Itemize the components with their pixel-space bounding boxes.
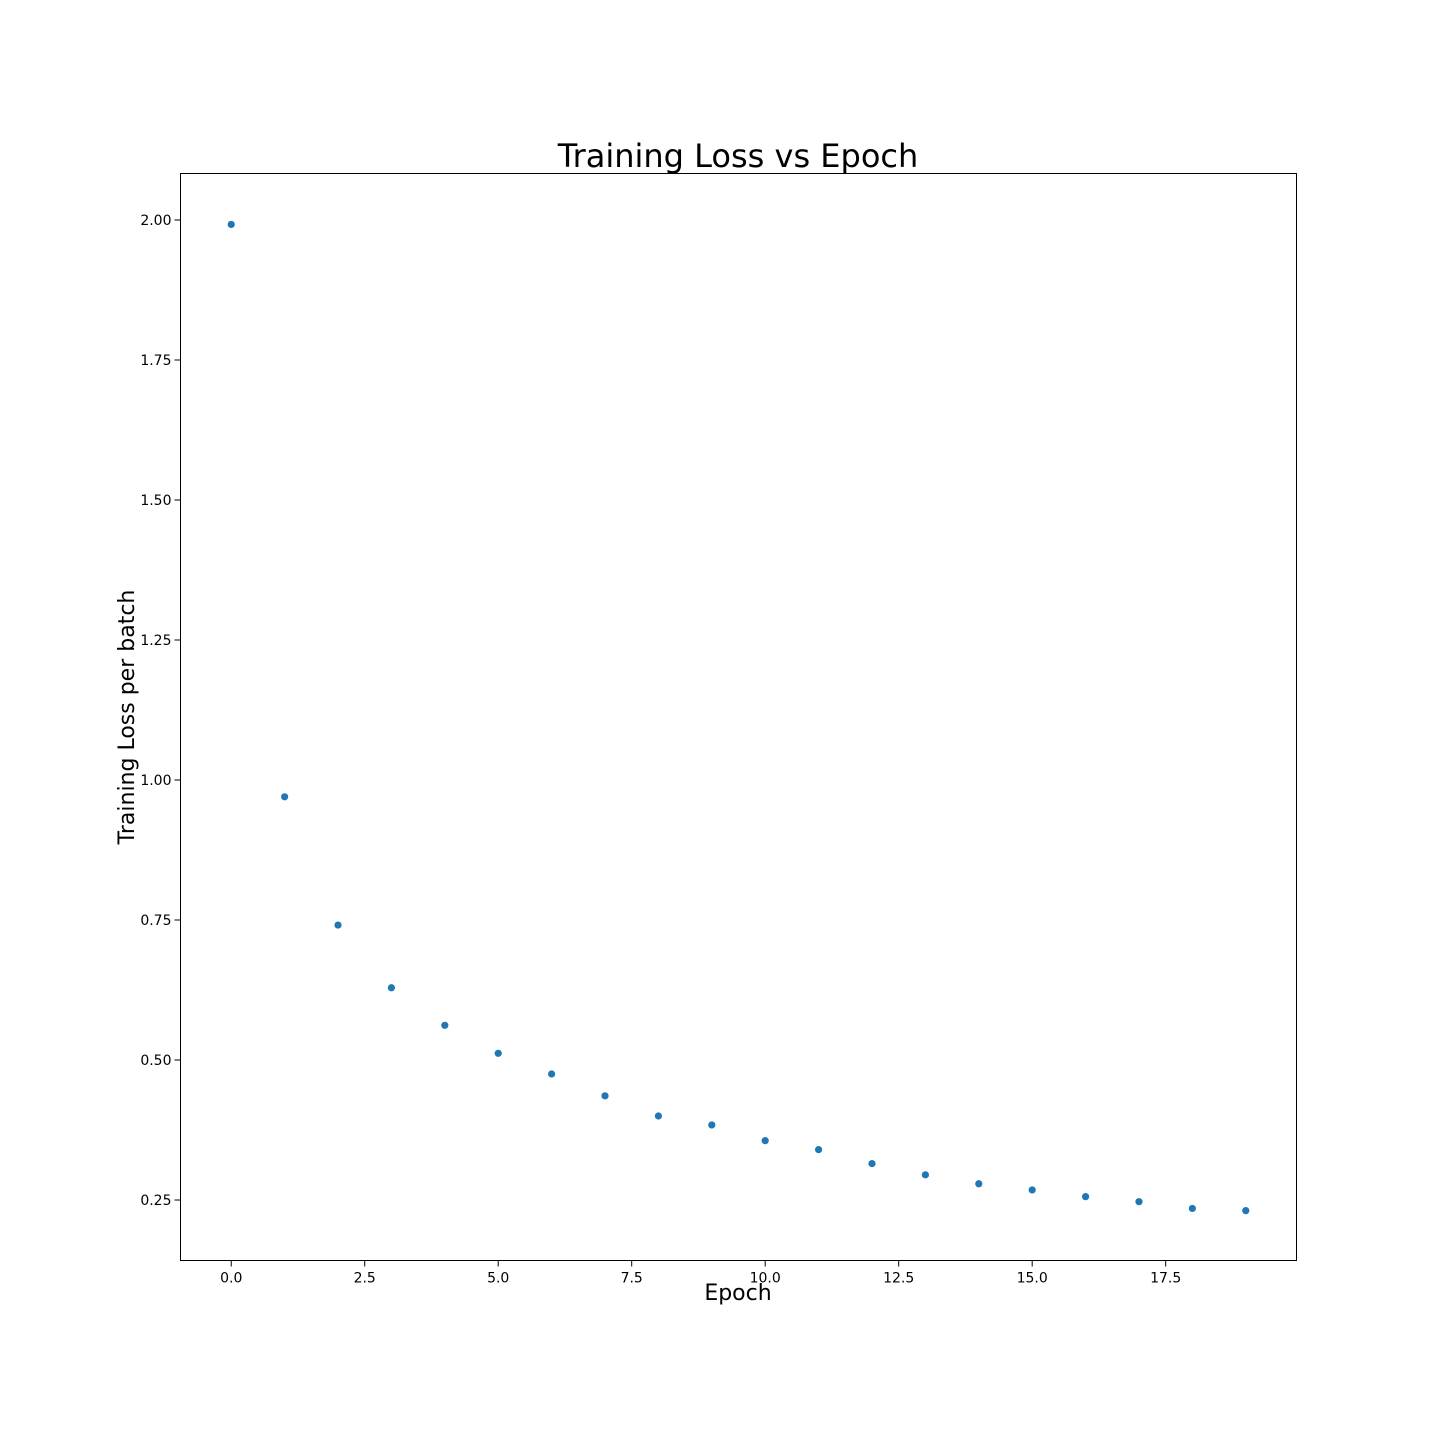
y-tick-label: 1.25: [140, 633, 171, 649]
data-points: [227, 220, 1250, 1215]
chart-title: Training Loss vs Epoch: [557, 137, 919, 175]
x-tick-label: 17.5: [1150, 1271, 1181, 1287]
y-tick-label: 1.50: [140, 493, 171, 509]
data-point: [761, 1137, 769, 1145]
data-point: [334, 921, 342, 929]
y-tick-label: 0.50: [140, 1053, 171, 1069]
x-axis-label: Epoch: [704, 1281, 771, 1306]
x-tick-label: 0.0: [220, 1271, 242, 1287]
x-tick-label: 7.5: [621, 1271, 643, 1287]
data-point: [387, 984, 396, 992]
x-tick-label: 12.5: [883, 1271, 914, 1287]
data-point: [654, 1112, 663, 1120]
plot-area-frame: [180, 173, 1297, 1261]
data-point: [281, 793, 289, 801]
y-tick-label: 2.00: [140, 213, 171, 229]
x-tick-label: 5.0: [487, 1271, 509, 1287]
data-point: [227, 220, 235, 229]
data-point: [1081, 1193, 1090, 1201]
data-point: [494, 1049, 502, 1057]
data-point: [1028, 1186, 1036, 1194]
data-point: [1188, 1204, 1196, 1213]
y-tick-label: 1.75: [140, 353, 171, 369]
data-point: [548, 1070, 556, 1078]
data-point: [868, 1160, 876, 1168]
y-tick-label: 1.00: [140, 773, 171, 789]
data-point: [921, 1171, 929, 1179]
data-point: [975, 1180, 983, 1188]
data-point: [814, 1146, 823, 1154]
data-point: [601, 1092, 609, 1100]
x-tick-label: 10.0: [750, 1271, 781, 1287]
y-axis-label: Training Loss per batch: [115, 590, 140, 846]
data-point: [1242, 1207, 1250, 1215]
data-point: [441, 1021, 449, 1029]
y-tick-label: 0.25: [140, 1193, 171, 1209]
x-tick-label: 15.0: [1017, 1271, 1048, 1287]
data-point: [708, 1121, 716, 1129]
data-point: [1135, 1198, 1143, 1206]
y-tick-label: 0.75: [140, 913, 171, 929]
x-axis-ticks: 0.0 2.5 5.0 7.5 10.0 12.5 15.0 17.5: [220, 1260, 1181, 1287]
y-axis-ticks: 0.25 0.50 0.75 1.00 1.25 1.50 1.75 2.00: [140, 213, 181, 1209]
x-tick-label: 2.5: [354, 1271, 376, 1287]
